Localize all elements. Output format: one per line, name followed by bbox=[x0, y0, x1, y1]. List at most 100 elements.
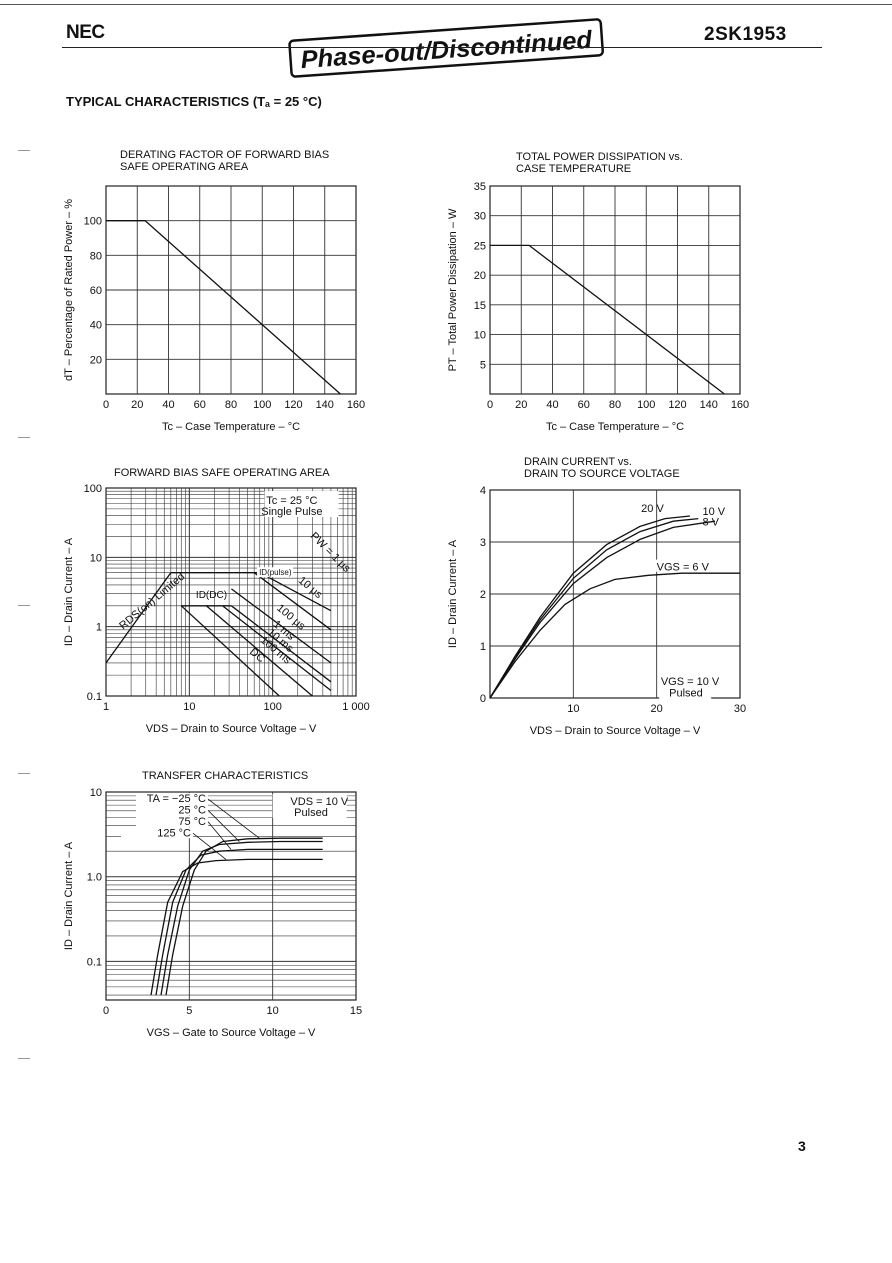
series-label: 10 V bbox=[703, 506, 726, 518]
series-line bbox=[489, 517, 699, 699]
x-tick-label: 10 bbox=[567, 703, 579, 715]
series-line bbox=[489, 515, 691, 699]
chart-title: FORWARD BIAS SAFE OPERATING AREA bbox=[114, 467, 330, 479]
series-line bbox=[490, 244, 725, 395]
top-rule bbox=[0, 4, 892, 5]
annotation: Pulsed bbox=[294, 807, 328, 819]
y-axis-label: ID – Drain Current – A bbox=[63, 537, 75, 646]
y-tick-label: 4 bbox=[480, 485, 486, 497]
y-tick-label: 10 bbox=[90, 787, 102, 799]
margin-mark bbox=[18, 605, 30, 606]
chart-title: DERATING FACTOR OF FORWARD BIAS bbox=[120, 149, 329, 161]
x-tick-label: 0 bbox=[103, 1005, 109, 1017]
annotation: Pulsed bbox=[669, 687, 703, 699]
y-tick-label: 40 bbox=[90, 320, 102, 332]
x-tick-label: 0 bbox=[103, 399, 109, 411]
annotation: Tc = 25 °C bbox=[266, 495, 317, 507]
x-tick-label: 120 bbox=[284, 399, 302, 411]
y-tick-label: 60 bbox=[90, 285, 102, 297]
x-tick-label: 30 bbox=[734, 703, 746, 715]
series-line bbox=[489, 572, 740, 699]
series-line bbox=[205, 605, 313, 697]
series-line bbox=[231, 588, 332, 664]
series-line bbox=[253, 572, 332, 631]
chart-title: DRAIN CURRENT vs. bbox=[524, 456, 632, 468]
x-tick-label: 140 bbox=[316, 399, 334, 411]
x-tick-label: 160 bbox=[347, 399, 365, 411]
x-tick-label: 100 bbox=[637, 399, 655, 411]
x-axis-label: VDS – Drain to Source Voltage – V bbox=[530, 725, 701, 737]
label-bg bbox=[121, 827, 193, 839]
x-tick-label: 0 bbox=[487, 399, 493, 411]
page-number: 3 bbox=[798, 1138, 806, 1154]
plot-bg bbox=[106, 488, 356, 696]
series-line bbox=[165, 837, 323, 996]
legend-bg bbox=[264, 491, 339, 517]
y-tick-label: 10 bbox=[474, 330, 486, 342]
y-tick-label: 0 bbox=[480, 693, 486, 705]
y-tick-label: 5 bbox=[480, 359, 486, 371]
x-tick-label: 100 bbox=[253, 399, 271, 411]
plot-frame bbox=[105, 791, 357, 1001]
x-tick-label: 80 bbox=[609, 399, 621, 411]
x-tick-label: 1 bbox=[103, 701, 109, 713]
x-tick-label: 20 bbox=[651, 703, 663, 715]
annotation: Single Pulse bbox=[261, 506, 322, 518]
label-bg bbox=[655, 559, 707, 572]
x-tick-label: 80 bbox=[225, 399, 237, 411]
series-label: VGS = 6 V bbox=[657, 562, 710, 574]
y-tick-label: 1 bbox=[480, 641, 486, 653]
label-bg bbox=[136, 815, 208, 827]
section-title: TYPICAL CHARACTERISTICS (Tₐ = 25 °C) bbox=[66, 94, 322, 109]
series-line bbox=[106, 220, 341, 395]
series-label: TA = −25 °C bbox=[147, 793, 206, 805]
chart-title: SAFE OPERATING AREA bbox=[120, 161, 249, 173]
y-tick-label: 2 bbox=[480, 589, 486, 601]
y-tick-label: 80 bbox=[90, 250, 102, 262]
y-tick-label: 1 bbox=[96, 622, 102, 634]
y-tick-label: 20 bbox=[90, 354, 102, 366]
series-label: 75 °C bbox=[178, 816, 206, 828]
x-axis-label: VDS – Drain to Source Voltage – V bbox=[146, 723, 317, 735]
x-tick-label: 60 bbox=[578, 399, 590, 411]
series-line bbox=[150, 858, 323, 996]
series-label: ID(pulse) bbox=[259, 568, 292, 577]
x-axis-label: VGS – Gate to Source Voltage – V bbox=[147, 1027, 316, 1039]
x-tick-label: 40 bbox=[162, 399, 174, 411]
label-bg bbox=[257, 567, 294, 578]
y-axis-label: ID – Drain Current – A bbox=[63, 841, 75, 950]
y-tick-label: 10 bbox=[90, 552, 102, 564]
series-label: 125 °C bbox=[157, 827, 191, 839]
margin-mark bbox=[18, 437, 30, 438]
x-tick-label: 140 bbox=[700, 399, 718, 411]
annotation: VDS = 10 V bbox=[290, 796, 348, 808]
series-line bbox=[231, 605, 332, 683]
y-axis-label: ID – Drain Current – A bbox=[447, 539, 459, 648]
y-tick-label: 20 bbox=[474, 270, 486, 282]
x-tick-label: 15 bbox=[350, 1005, 362, 1017]
series-line bbox=[180, 605, 280, 697]
margin-mark bbox=[18, 150, 30, 151]
x-tick-label: 160 bbox=[731, 399, 749, 411]
series-line bbox=[259, 572, 332, 612]
leader-line bbox=[207, 821, 232, 850]
x-tick-label: 20 bbox=[131, 399, 143, 411]
series-label: ID(DC) bbox=[196, 590, 227, 601]
series-label: 20 V bbox=[641, 503, 664, 515]
series-line bbox=[105, 572, 172, 664]
label-bg bbox=[136, 804, 208, 816]
legend-bg bbox=[659, 677, 712, 704]
x-axis-label: Tc – Case Temperature – °C bbox=[546, 421, 684, 433]
series-label: 25 °C bbox=[178, 804, 206, 816]
leader-line bbox=[207, 798, 260, 839]
x-tick-label: 60 bbox=[194, 399, 206, 411]
x-tick-label: 1 000 bbox=[342, 701, 370, 713]
y-tick-label: 0.1 bbox=[87, 956, 102, 968]
plot-frame bbox=[105, 487, 357, 697]
x-tick-label: 5 bbox=[186, 1005, 192, 1017]
margin-mark bbox=[18, 773, 30, 774]
x-tick-label: 40 bbox=[546, 399, 558, 411]
y-tick-label: 100 bbox=[84, 483, 102, 495]
series-line bbox=[160, 840, 323, 996]
